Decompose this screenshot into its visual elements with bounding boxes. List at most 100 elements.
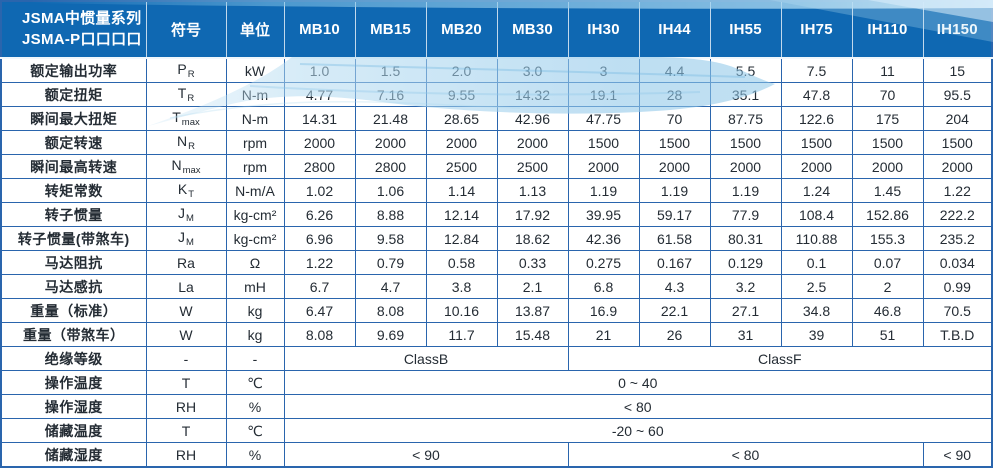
value-cell: T.B.D (922, 322, 993, 347)
value-cell: 2000 (496, 130, 569, 155)
value-cell: 0.034 (922, 250, 993, 275)
value-cell: 2000 (425, 130, 498, 155)
spec-row: 储藏温度 T ℃ -20 ~ 60 (0, 418, 993, 443)
value-cell: 3.0 (496, 57, 569, 83)
value-cell: 2000 (354, 130, 427, 155)
value-cell: 0.129 (709, 250, 782, 275)
value-cell: 17.92 (496, 202, 569, 227)
value-cell: 110.88 (780, 226, 853, 251)
value-cell: 9.69 (354, 322, 427, 347)
value-cell: 39 (780, 322, 853, 347)
spec-row: 额定转速 NR rpm 2000 2000 2000 2000 1500 1500 1500 150… (0, 130, 993, 155)
spec-row: 操作温度 T ℃ 0 ~ 40 (0, 370, 993, 395)
col-header-ih30: IH30 (567, 1, 639, 59)
value-cell: 35.1 (709, 82, 782, 107)
value-cell: 0.167 (638, 250, 711, 275)
row-label: 重量（带煞车） (0, 322, 147, 347)
unit-cell: - (225, 346, 285, 371)
symbol-base: N (177, 132, 188, 149)
symbol-base: T (181, 422, 191, 439)
symbol-base: J (178, 204, 186, 221)
symbol-cell: - (145, 346, 227, 371)
unit-cell: % (225, 442, 285, 468)
value-cell: 27.1 (709, 298, 782, 323)
value-cell: 9.55 (425, 82, 498, 107)
symbol-base: K (177, 180, 188, 197)
series-title: JSMA中惯量系列 JSMA-P口口口口 (0, 1, 146, 59)
value-cell: 1.02 (283, 178, 356, 203)
value-cell: 1.45 (851, 178, 924, 203)
value-cell: 6.47 (283, 298, 356, 323)
value-cell: 15 (922, 57, 993, 83)
value-cell: 2000 (567, 154, 640, 179)
value-cell: 28.65 (425, 106, 498, 131)
spec-row: 马达感抗 La mH 6.7 4.7 3.8 2.1 6.8 4.3 3.2 2.5 2 0.99 (0, 274, 993, 299)
spec-row: 马达阻抗 Ra Ω 1.22 0.79 0.58 0.33 0.275 0.167 0.129 0.… (0, 250, 993, 275)
row-label: 额定转速 (0, 130, 147, 155)
value-cell: 2000 (780, 154, 853, 179)
value-cell: 2500 (425, 154, 498, 179)
value-cell: 6.26 (283, 202, 356, 227)
spec-row: 额定输出功率 PR kW 1.0 1.5 2.0 3.0 3 4.4 5.5 7.5 11 15 (0, 57, 993, 83)
value-cell: 2.5 (780, 274, 853, 299)
symbol-subscript: R (187, 68, 195, 80)
value-cell: 3.8 (425, 274, 498, 299)
value-cell: 1500 (709, 130, 782, 155)
symbol-cell: W (145, 322, 227, 347)
symbol-base: T (181, 374, 191, 391)
header-row: JSMA中惯量系列 JSMA-P口口口口 符号 单位 MB10 MB15 MB20 M… (0, 1, 992, 59)
value-cell: 235.2 (922, 226, 993, 251)
symbol-cell: T (145, 370, 227, 395)
spec-row: 转子惯量 JM kg-cm² 6.26 8.88 12.14 17.92 39.95 59.17… (0, 202, 993, 227)
series-title-line1: JSMA中惯量系列 (22, 10, 142, 28)
value-cell: 39.95 (567, 202, 640, 227)
value-cell: < 90 (922, 442, 993, 468)
symbol-cell: Tmax (145, 106, 227, 131)
col-header-unit: 单位 (225, 1, 284, 59)
value-cell: 7.5 (780, 57, 853, 83)
value-cell: 122.6 (780, 106, 853, 131)
col-header-ih150: IH150 (922, 1, 992, 59)
row-label: 储藏湿度 (0, 442, 147, 468)
value-cell: 46.8 (851, 298, 924, 323)
value-cell: 175 (851, 106, 924, 131)
col-header-mb30: MB30 (496, 1, 568, 59)
value-cell: 3.2 (709, 274, 782, 299)
spec-row: 绝缘等级 - - ClassB ClassF (0, 346, 993, 371)
series-title-line2: JSMA-P口口口口 (22, 30, 142, 48)
value-cell: 14.31 (283, 106, 356, 131)
unit-cell: N-m (225, 106, 285, 131)
value-cell: 21.48 (354, 106, 427, 131)
value-cell: 1.22 (922, 178, 993, 203)
value-cell: 11.7 (425, 322, 498, 347)
symbol-base: J (178, 228, 186, 245)
value-cell: 0.99 (922, 274, 993, 299)
symbol-base: T (177, 84, 187, 101)
unit-cell: N-m (225, 82, 285, 107)
value-cell: ClassF (567, 346, 993, 371)
value-cell: 19.1 (567, 82, 640, 107)
unit-cell: ℃ (225, 418, 285, 443)
value-cell: 42.36 (567, 226, 640, 251)
value-cell: 11 (851, 57, 924, 83)
value-cell: 1.22 (283, 250, 356, 275)
col-header-mb15: MB15 (354, 1, 426, 59)
symbol-cell: RH (145, 442, 227, 468)
value-cell: 51 (851, 322, 924, 347)
row-label: 马达阻抗 (0, 250, 147, 275)
unit-cell: kW (225, 57, 285, 83)
symbol-subscript: M (186, 212, 194, 224)
value-cell: 59.17 (638, 202, 711, 227)
col-header-ih110: IH110 (851, 1, 923, 59)
symbol-base: RH (175, 446, 197, 463)
value-cell: 10.16 (425, 298, 498, 323)
value-cell: 21 (567, 322, 640, 347)
value-cell: 15.48 (496, 322, 569, 347)
value-cell: 0.07 (851, 250, 924, 275)
value-cell: 47.8 (780, 82, 853, 107)
value-cell: 2000 (638, 154, 711, 179)
value-cell: 4.3 (638, 274, 711, 299)
spec-table-body: 额定输出功率 PR kW 1.0 1.5 2.0 3.0 3 4.4 5.5 7.5 11 15 额定扭矩… (0, 57, 993, 468)
symbol-cell: TR (145, 82, 227, 107)
